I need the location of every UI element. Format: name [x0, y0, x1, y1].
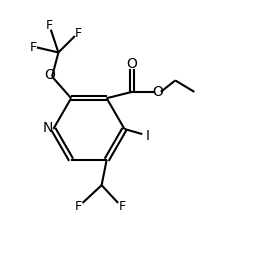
Text: F: F	[75, 27, 82, 41]
Text: F: F	[46, 19, 53, 32]
Text: F: F	[75, 199, 82, 213]
Text: I: I	[146, 129, 150, 143]
Text: O: O	[153, 85, 163, 99]
Text: O: O	[44, 68, 55, 82]
Text: O: O	[127, 58, 137, 71]
Text: F: F	[118, 199, 125, 213]
Text: F: F	[29, 41, 37, 54]
Text: N: N	[43, 121, 53, 135]
